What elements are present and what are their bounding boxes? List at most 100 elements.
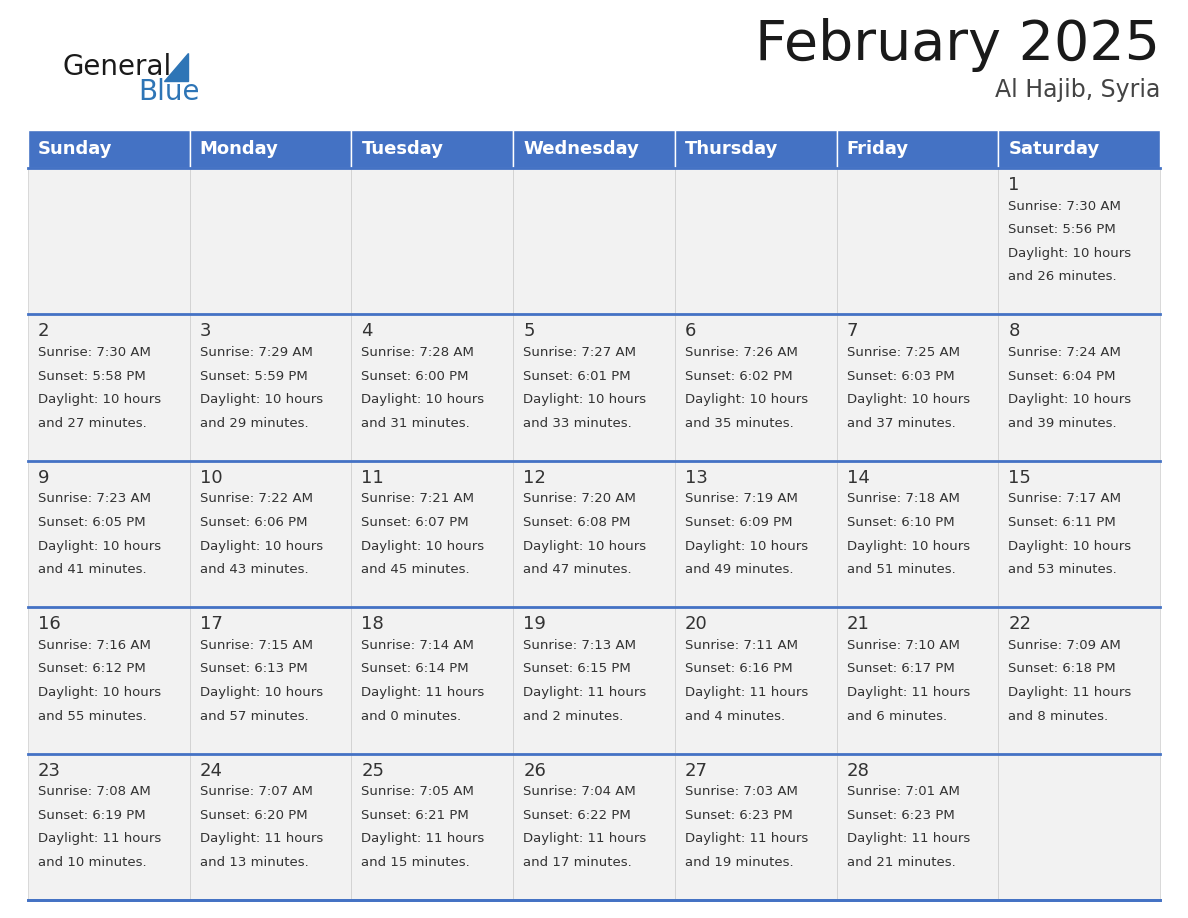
Text: Daylight: 10 hours: Daylight: 10 hours [38,540,162,553]
Bar [352,168,513,314]
Text: Sunrise: 7:21 AM: Sunrise: 7:21 AM [361,492,474,506]
Text: Daylight: 11 hours: Daylight: 11 hours [38,833,162,845]
Text: Sunset: 6:12 PM: Sunset: 6:12 PM [38,663,146,676]
Text: Sunrise: 7:30 AM: Sunrise: 7:30 AM [38,346,151,359]
Text: Sunset: 6:08 PM: Sunset: 6:08 PM [523,516,631,529]
Polygon shape [164,53,188,81]
Bar [513,130,675,168]
Text: Sunset: 6:09 PM: Sunset: 6:09 PM [684,516,792,529]
Bar [513,314,675,461]
Text: Tuesday: Tuesday [361,140,443,158]
Text: Sunrise: 7:26 AM: Sunrise: 7:26 AM [684,346,797,359]
Text: 3: 3 [200,322,211,341]
Text: Sunset: 6:07 PM: Sunset: 6:07 PM [361,516,469,529]
Text: and 43 minutes.: and 43 minutes. [200,564,309,577]
Text: Sunrise: 7:22 AM: Sunrise: 7:22 AM [200,492,312,506]
Text: 26: 26 [523,762,546,779]
Bar [29,754,190,900]
Text: Sunrise: 7:07 AM: Sunrise: 7:07 AM [200,785,312,799]
Text: Thursday: Thursday [684,140,778,158]
Bar [190,168,352,314]
Text: 28: 28 [847,762,870,779]
Bar [836,754,998,900]
Text: Sunset: 6:15 PM: Sunset: 6:15 PM [523,663,631,676]
Text: Sunrise: 7:05 AM: Sunrise: 7:05 AM [361,785,474,799]
Bar [513,461,675,607]
Bar [513,754,675,900]
Text: and 13 minutes.: and 13 minutes. [200,856,309,869]
Bar [675,314,836,461]
Bar [352,754,513,900]
Text: and 57 minutes.: and 57 minutes. [200,710,309,722]
Bar [190,607,352,754]
Text: Sunset: 6:18 PM: Sunset: 6:18 PM [1009,663,1116,676]
Text: Daylight: 10 hours: Daylight: 10 hours [684,540,808,553]
Text: Daylight: 10 hours: Daylight: 10 hours [847,540,969,553]
Text: Daylight: 11 hours: Daylight: 11 hours [847,833,969,845]
Bar [190,130,352,168]
Text: Sunset: 6:03 PM: Sunset: 6:03 PM [847,370,954,383]
Bar [352,130,513,168]
Text: and 45 minutes.: and 45 minutes. [361,564,470,577]
Text: and 0 minutes.: and 0 minutes. [361,710,462,722]
Text: Wednesday: Wednesday [523,140,639,158]
Text: Sunrise: 7:10 AM: Sunrise: 7:10 AM [847,639,960,652]
Bar [675,130,836,168]
Bar [998,607,1159,754]
Bar [675,168,836,314]
Text: 22: 22 [1009,615,1031,633]
Text: Daylight: 10 hours: Daylight: 10 hours [200,393,323,407]
Text: and 6 minutes.: and 6 minutes. [847,710,947,722]
Text: 16: 16 [38,615,61,633]
Text: Sunset: 6:23 PM: Sunset: 6:23 PM [847,809,954,822]
Text: 17: 17 [200,615,222,633]
Text: Sunset: 6:14 PM: Sunset: 6:14 PM [361,663,469,676]
Text: Blue: Blue [138,78,200,106]
Text: Daylight: 10 hours: Daylight: 10 hours [361,393,485,407]
Text: Daylight: 10 hours: Daylight: 10 hours [1009,393,1131,407]
Text: Daylight: 11 hours: Daylight: 11 hours [684,833,808,845]
Text: 23: 23 [38,762,61,779]
Text: Sunset: 6:20 PM: Sunset: 6:20 PM [200,809,308,822]
Text: Sunset: 5:58 PM: Sunset: 5:58 PM [38,370,146,383]
Text: and 27 minutes.: and 27 minutes. [38,417,147,430]
Text: 6: 6 [684,322,696,341]
Text: Daylight: 10 hours: Daylight: 10 hours [361,540,485,553]
Bar [675,754,836,900]
Text: and 53 minutes.: and 53 minutes. [1009,564,1117,577]
Text: 2: 2 [38,322,50,341]
Text: and 49 minutes.: and 49 minutes. [684,564,794,577]
Text: Sunrise: 7:19 AM: Sunrise: 7:19 AM [684,492,797,506]
Text: Daylight: 10 hours: Daylight: 10 hours [523,393,646,407]
Text: and 47 minutes.: and 47 minutes. [523,564,632,577]
Text: Sunrise: 7:08 AM: Sunrise: 7:08 AM [38,785,151,799]
Text: and 10 minutes.: and 10 minutes. [38,856,146,869]
Text: Monday: Monday [200,140,279,158]
Text: Saturday: Saturday [1009,140,1100,158]
Text: 8: 8 [1009,322,1019,341]
Text: Sunset: 6:22 PM: Sunset: 6:22 PM [523,809,631,822]
Bar [998,314,1159,461]
Text: Friday: Friday [847,140,909,158]
Text: Sunset: 6:21 PM: Sunset: 6:21 PM [361,809,469,822]
Text: Sunrise: 7:29 AM: Sunrise: 7:29 AM [200,346,312,359]
Text: and 41 minutes.: and 41 minutes. [38,564,146,577]
Text: 24: 24 [200,762,222,779]
Bar [998,754,1159,900]
Text: and 37 minutes.: and 37 minutes. [847,417,955,430]
Text: Daylight: 11 hours: Daylight: 11 hours [523,833,646,845]
Text: and 2 minutes.: and 2 minutes. [523,710,624,722]
Bar [29,314,190,461]
Text: Sunset: 6:06 PM: Sunset: 6:06 PM [200,516,308,529]
Text: Sunset: 6:11 PM: Sunset: 6:11 PM [1009,516,1116,529]
Text: Sunrise: 7:18 AM: Sunrise: 7:18 AM [847,492,960,506]
Bar [29,168,190,314]
Text: and 29 minutes.: and 29 minutes. [200,417,309,430]
Bar [29,461,190,607]
Text: Daylight: 10 hours: Daylight: 10 hours [200,540,323,553]
Bar [836,607,998,754]
Text: Sunset: 6:13 PM: Sunset: 6:13 PM [200,663,308,676]
Text: 21: 21 [847,615,870,633]
Text: Sunset: 5:59 PM: Sunset: 5:59 PM [200,370,308,383]
Bar [29,130,190,168]
